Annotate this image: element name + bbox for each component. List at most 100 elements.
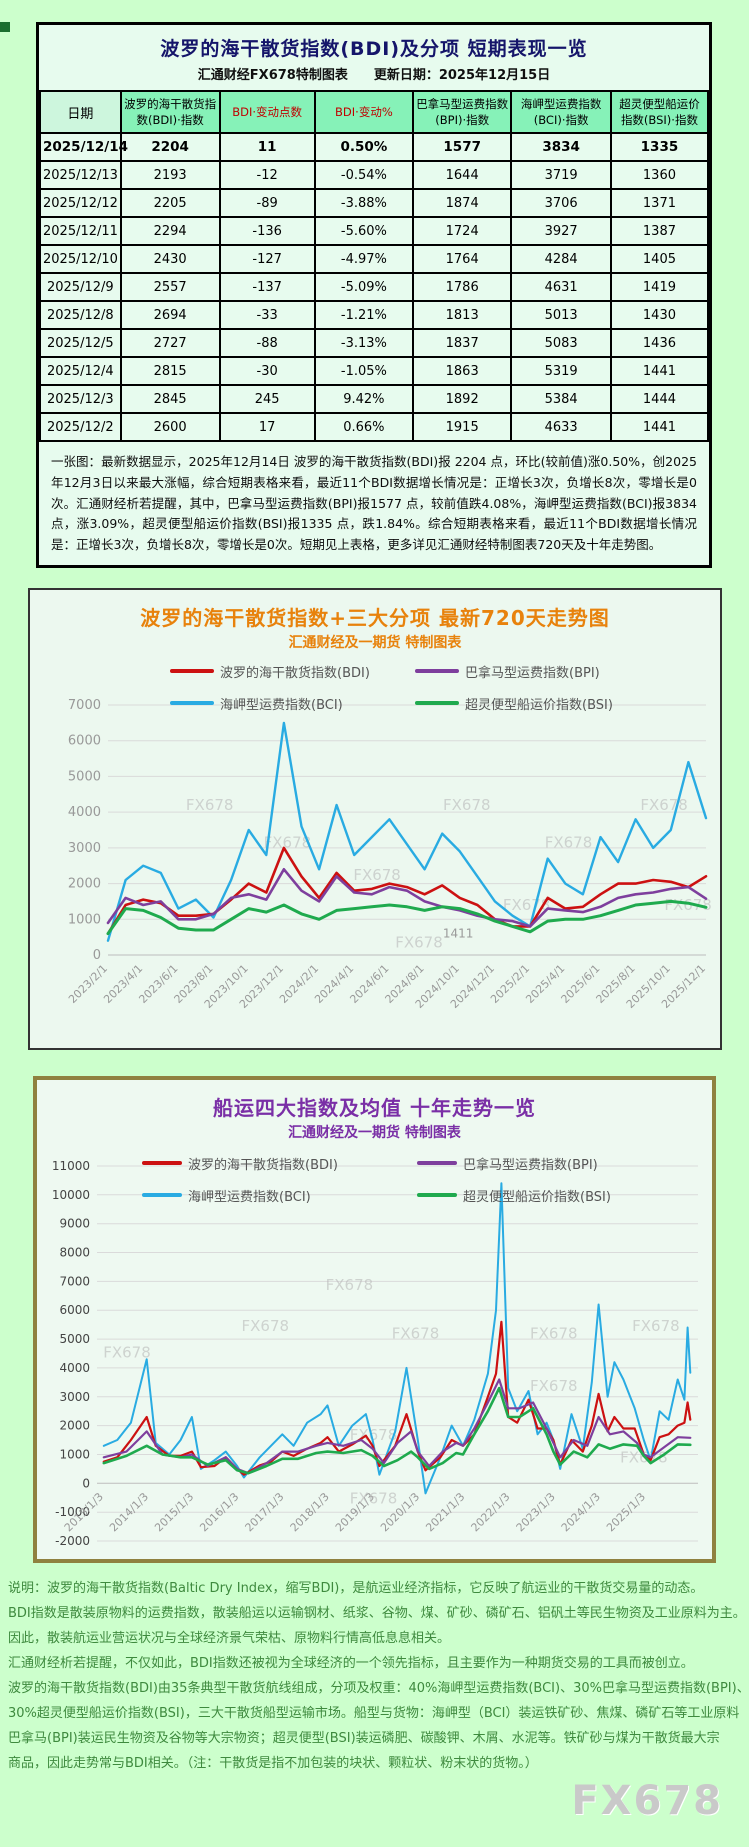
column-header: BDI·变动% <box>313 90 415 134</box>
table-cell: 1863 <box>412 356 513 386</box>
table-row: 2025/12/14 2204 11 0.50% 1577 3834 1335 <box>39 132 710 162</box>
table-cell: 245 <box>218 384 316 414</box>
legend-label: 海岬型运费指数(BCI) <box>220 697 343 713</box>
footer-line: 巴拿马(BPI)装运民生物资及谷物等大宗物资；超灵便型(BSI)装运磷肥、碳酸钾… <box>8 1730 720 1746</box>
table-cell: 1892 <box>412 384 513 414</box>
y-tick-label: -2000 <box>55 1534 90 1548</box>
y-tick-label: 5000 <box>59 1332 90 1346</box>
legend-label: 波罗的海干散货指数(BDI) <box>220 665 370 681</box>
chart-watermark: FX678 <box>242 1317 290 1335</box>
series-line-bsi <box>102 1386 692 1475</box>
table-cell: -5.60% <box>313 216 415 246</box>
chart-watermark: FX678 <box>353 866 401 884</box>
table-cell: 2025/12/5 <box>39 328 122 358</box>
series-line-bpi <box>102 1378 692 1475</box>
table-cell: 0.66% <box>313 412 415 442</box>
legend-swatch-bpi <box>415 669 459 674</box>
chart-watermark: FX678 <box>326 1276 374 1294</box>
table-subtitle: 汇通财经FX678特制图表 更新日期：2025年12月15日 <box>197 68 551 83</box>
table-cell: 1419 <box>609 272 710 302</box>
y-tick-label: 10000 <box>52 1188 90 1202</box>
column-header: 超灵便型船运价指数(BSI)·指数 <box>609 90 710 134</box>
chart-10year-plot-area: -2000 -1000 0 1000 2000 3000 4000 5000 6000 7000 8… <box>37 1148 712 1568</box>
legend-item-bsi: 超灵便型船运价指数(BSI) <box>417 1186 611 1205</box>
table-cell: 1444 <box>609 384 710 414</box>
table-cell: 2193 <box>119 160 221 190</box>
y-tick-label: 11000 <box>52 1159 90 1173</box>
legend-label: 巴拿马型运费指数(BPI) <box>463 1157 598 1173</box>
table-cell: 1405 <box>609 244 710 274</box>
table-cell: 1644 <box>412 160 513 190</box>
legend-label: 巴拿马型运费指数(BPI) <box>465 665 600 681</box>
table-cell: 4284 <box>510 244 612 274</box>
table-cell: 1387 <box>609 216 710 246</box>
y-tick-label: 3000 <box>68 841 101 856</box>
legend-swatch-bci <box>170 701 214 706</box>
legend-swatch-bdi <box>170 669 214 674</box>
table-cell: 2025/12/4 <box>39 356 122 386</box>
legend-label: 超灵便型船运价指数(BSI) <box>465 697 613 713</box>
table-row: 2025/12/10 2430 -127 -4.97% 1764 4284 1405 <box>39 244 710 274</box>
table-cell: 4633 <box>510 412 612 442</box>
table-cell: 1371 <box>609 188 710 218</box>
table-cell: -3.13% <box>313 328 415 358</box>
table-cell: 2600 <box>119 412 221 442</box>
table-cell: -12 <box>218 160 316 190</box>
y-tick-label: 4000 <box>59 1361 90 1375</box>
table-summary-paragraph: 一张图：最新数据显示，2025年12月14日 波罗的海干散货指数(BDI)报 2… <box>51 454 697 552</box>
chart-watermark: FX678 <box>530 1377 578 1395</box>
chart-watermark: FX678 <box>443 796 491 814</box>
column-header: 波罗的海干散货指数(BDI)·指数 <box>119 90 221 134</box>
table-cell: -137 <box>218 272 316 302</box>
table-cell: -1.21% <box>313 300 415 330</box>
series-line-bci <box>106 721 708 942</box>
legend-item-bsi: 超灵便型船运价指数(BSI) <box>415 694 613 713</box>
footer-line: 商品，因此走势常与BDI相关。（注：干散货是指不加包装的块状、颗粒状、粉末状的货… <box>8 1755 538 1771</box>
bdi-table-panel: 波罗的海干散货指数(BDI)及分项 短期表现一览 汇通财经FX678特制图表 更… <box>36 22 712 568</box>
table-cell: -33 <box>218 300 316 330</box>
table-cell: 1441 <box>609 356 710 386</box>
column-header: 日期 <box>39 90 122 134</box>
table-cell: -1.05% <box>313 356 415 386</box>
table-row: 2025/12/8 2694 -33 -1.21% 1813 5013 1430 <box>39 300 710 330</box>
legend-label: 海岬型运费指数(BCI) <box>188 1189 311 1205</box>
table-cell: 1874 <box>412 188 513 218</box>
chart-720day-subtitle: 汇通财经及一期货 特制图表 <box>288 634 462 651</box>
chart-watermark: FX678 <box>186 796 234 814</box>
y-tick-label: 7000 <box>59 1274 90 1288</box>
legend-item-bdi: 波罗的海干散货指数(BDI) <box>170 662 370 681</box>
chart-watermark: FX678 <box>395 933 443 951</box>
table-cell: 9.42% <box>313 384 415 414</box>
page: { "page": {"bg": "#ccffcc"}, "table_pane… <box>0 22 749 1847</box>
y-tick-label: 1000 <box>68 912 101 927</box>
table-cell: 2025/12/10 <box>39 244 122 274</box>
legend-item-bpi: 巴拿马型运费指数(BPI) <box>415 662 600 681</box>
legend-item-bci: 海岬型运费指数(BCI) <box>142 1186 311 1205</box>
y-tick-label: 2000 <box>59 1418 90 1432</box>
table-cell: -89 <box>218 188 316 218</box>
table-cell: 2727 <box>119 328 221 358</box>
y-tick-label: 0 <box>82 1476 90 1490</box>
table-cell: 1813 <box>412 300 513 330</box>
table-cell: 5319 <box>510 356 612 386</box>
table-cell: 2204 <box>119 132 221 162</box>
table-cell: -4.97% <box>313 244 415 274</box>
chart-720day-title: 波罗的海干散货指数+三大分项 最新720天走势图 <box>140 605 610 630</box>
chart-watermark: FX678 <box>545 833 593 851</box>
bdi-short-term-table: 日期 波罗的海干散货指数(BDI)·指数 BDI·变动点数 BDI·变动% 巴拿马型运费… <box>39 90 710 442</box>
chart-10year-svg: -2000 -1000 0 1000 2000 3000 4000 5000 6000 7000 8… <box>52 1159 698 1548</box>
legend-swatch-bdi <box>142 1161 182 1166</box>
table-row: 2025/12/12 2205 -89 -3.88% 1874 3706 1371 <box>39 188 710 218</box>
table-cell: 2205 <box>119 188 221 218</box>
y-tick-label: 8000 <box>59 1245 90 1259</box>
footer-line: 汇通财经析若提醒，不仅如此，BDI指数还被视为全球经济的一个领先指标，且主要作为… <box>8 1655 694 1671</box>
table-cell: -127 <box>218 244 316 274</box>
y-tick-label: 9000 <box>59 1216 90 1230</box>
table-cell: 2845 <box>119 384 221 414</box>
legend-swatch-bci <box>142 1193 182 1198</box>
table-cell: 0.50% <box>313 132 415 162</box>
chart-annotation: 1411 <box>443 926 474 940</box>
legend-item-bdi: 波罗的海干散货指数(BDI) <box>142 1154 338 1173</box>
table-title: 波罗的海干散货指数(BDI)及分项 短期表现一览 <box>160 38 588 60</box>
chart-10year-subtitle: 汇通财经及一期货 特制图表 <box>288 1124 461 1141</box>
